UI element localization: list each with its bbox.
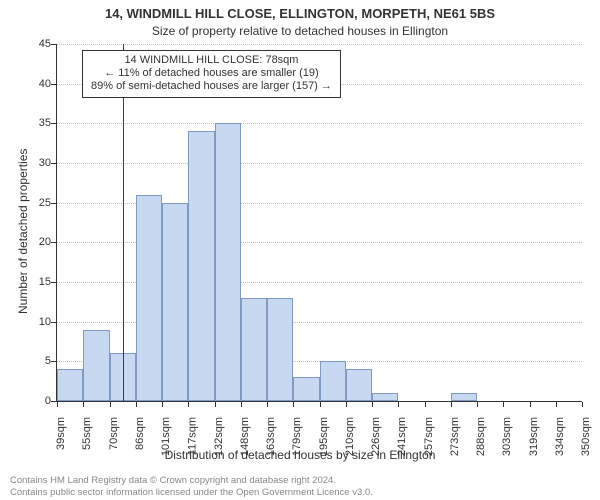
- x-tick: [477, 402, 478, 407]
- annotation-box: 14 WINDMILL HILL CLOSE: 78sqm ← 11% of d…: [82, 50, 341, 98]
- x-tick: [530, 402, 531, 407]
- x-tick-label: 39sqm: [55, 417, 67, 450]
- gridline: [57, 163, 582, 164]
- y-tick-label: 10: [21, 317, 51, 328]
- y-tick: [51, 361, 56, 362]
- x-tick: [57, 402, 58, 407]
- x-tick: [582, 402, 583, 407]
- x-tick: [215, 402, 216, 407]
- y-tick: [51, 84, 56, 85]
- x-tick-label: 86sqm: [134, 417, 146, 450]
- x-tick-label: 55sqm: [81, 417, 93, 450]
- x-tick: [83, 402, 84, 407]
- x-tick: [398, 402, 399, 407]
- footer-line-1: Contains HM Land Registry data © Crown c…: [10, 475, 373, 487]
- chart-title: 14, WINDMILL HILL CLOSE, ELLINGTON, MORP…: [0, 6, 600, 21]
- chart-container: 14, WINDMILL HILL CLOSE, ELLINGTON, MORP…: [0, 0, 600, 500]
- x-tick: [372, 402, 373, 407]
- y-tick: [51, 163, 56, 164]
- y-tick: [51, 123, 56, 124]
- y-tick-label: 5: [21, 356, 51, 367]
- x-tick: [267, 402, 268, 407]
- y-tick-label: 35: [21, 118, 51, 129]
- x-tick: [425, 402, 426, 407]
- x-tick: [320, 402, 321, 407]
- x-tick-label: 70sqm: [108, 417, 120, 450]
- histogram-bar: [451, 393, 477, 401]
- histogram-bar: [162, 203, 188, 401]
- y-tick: [51, 282, 56, 283]
- y-tick-label: 0: [21, 396, 51, 407]
- x-tick: [293, 402, 294, 407]
- x-tick: [503, 402, 504, 407]
- annotation-line-1: 14 WINDMILL HILL CLOSE: 78sqm: [91, 54, 332, 67]
- x-tick: [451, 402, 452, 407]
- y-axis-title: Number of detached properties: [16, 149, 30, 314]
- y-tick: [51, 401, 56, 402]
- x-tick: [162, 402, 163, 407]
- x-axis-title: Distribution of detached houses by size …: [0, 448, 600, 462]
- histogram-bar: [267, 298, 293, 401]
- histogram-bar: [215, 123, 241, 401]
- annotation-line-3: 89% of semi-detached houses are larger (…: [91, 80, 332, 93]
- histogram-bar: [320, 361, 346, 401]
- x-tick: [188, 402, 189, 407]
- y-tick-label: 40: [21, 79, 51, 90]
- x-tick: [110, 402, 111, 407]
- y-tick: [51, 203, 56, 204]
- histogram-bar: [136, 195, 162, 401]
- y-tick: [51, 322, 56, 323]
- histogram-bar: [83, 330, 109, 401]
- histogram-bar: [293, 377, 319, 401]
- footer-attribution: Contains HM Land Registry data © Crown c…: [10, 475, 373, 499]
- histogram-bar: [241, 298, 267, 401]
- x-tick: [136, 402, 137, 407]
- histogram-bar: [188, 131, 214, 401]
- x-tick: [346, 402, 347, 407]
- gridline: [57, 44, 582, 45]
- gridline: [57, 123, 582, 124]
- footer-line-2: Contains public sector information licen…: [10, 487, 373, 499]
- x-tick: [241, 402, 242, 407]
- x-tick: [556, 402, 557, 407]
- y-tick: [51, 242, 56, 243]
- chart-subtitle: Size of property relative to detached ho…: [0, 24, 600, 38]
- histogram-bar: [372, 393, 398, 401]
- histogram-bar: [57, 369, 83, 401]
- y-tick: [51, 44, 56, 45]
- y-tick-label: 45: [21, 39, 51, 50]
- histogram-bar: [346, 369, 372, 401]
- annotation-line-2: ← 11% of detached houses are smaller (19…: [91, 67, 332, 80]
